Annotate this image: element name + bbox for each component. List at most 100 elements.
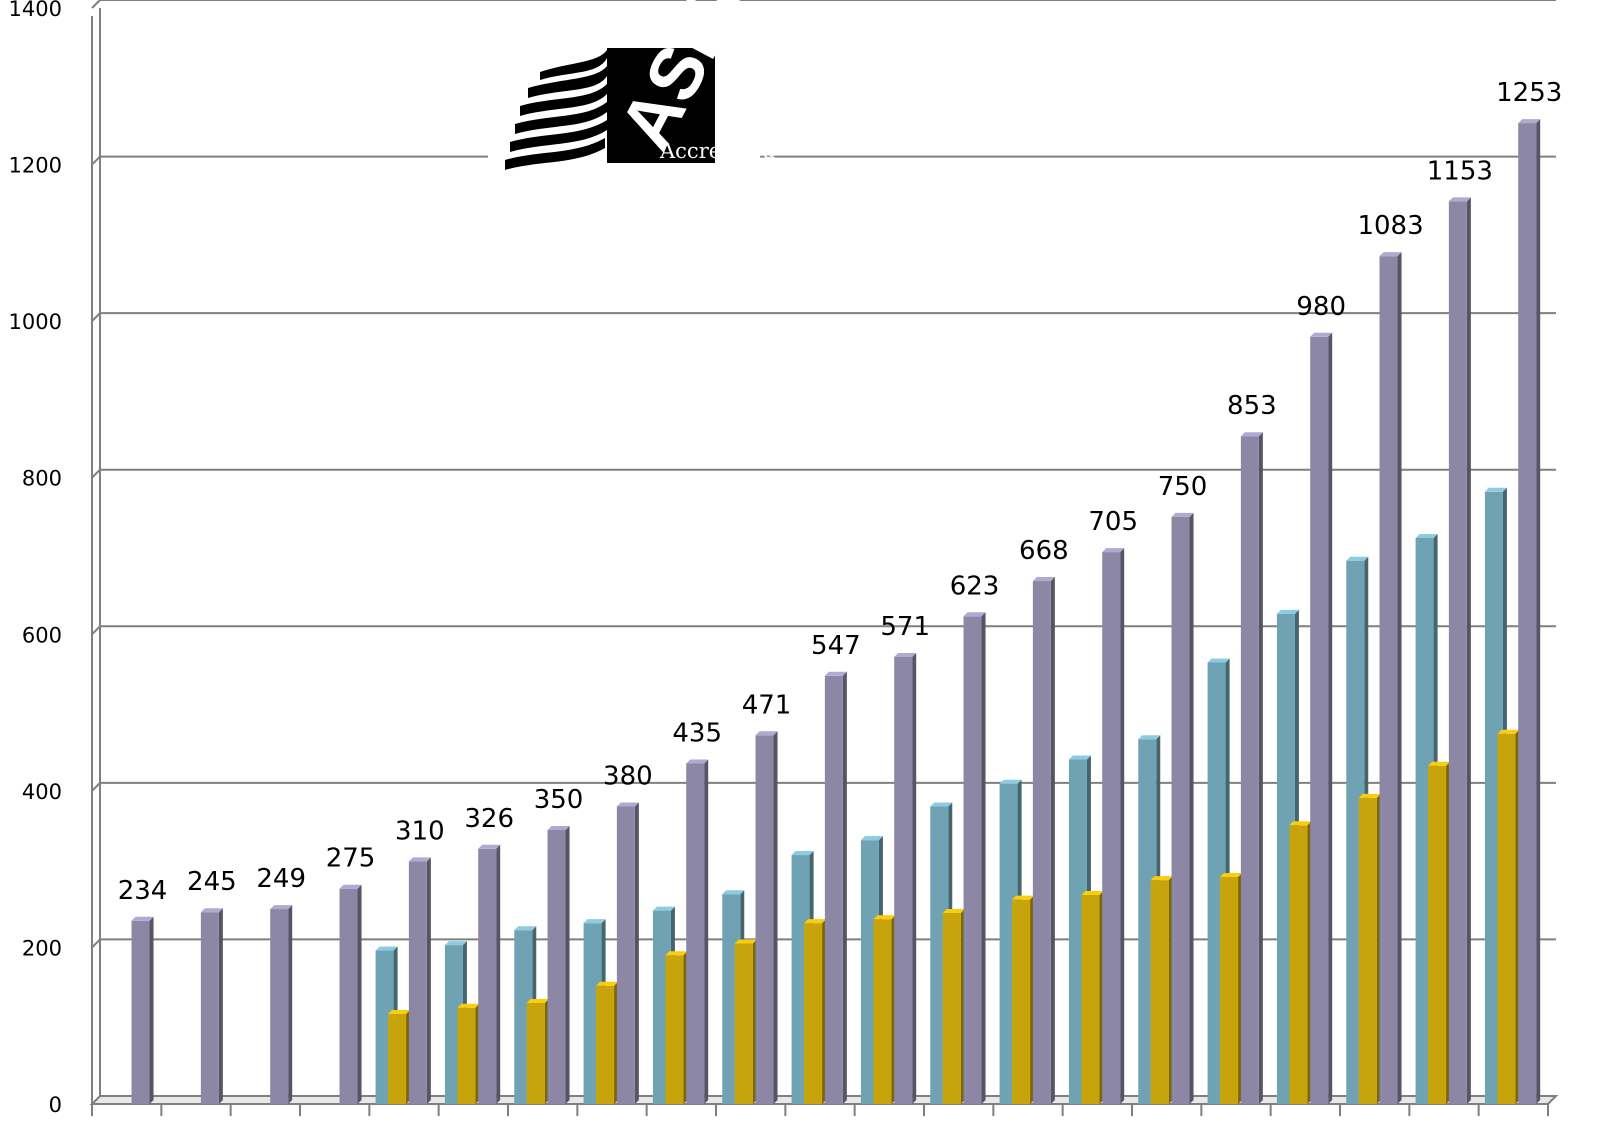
bar-front <box>1220 876 1239 1104</box>
bar-top <box>1081 890 1104 895</box>
bar <box>1012 895 1035 1104</box>
bar-top <box>755 731 778 736</box>
bar-front <box>457 1007 476 1104</box>
bar-front <box>339 888 358 1104</box>
bar-top <box>894 652 917 657</box>
gridline-perspective <box>91 469 101 479</box>
bar-front <box>616 806 635 1104</box>
bar-side <box>288 905 293 1104</box>
bar-top <box>1150 876 1173 881</box>
bar-top <box>444 941 467 946</box>
bar <box>1289 821 1312 1104</box>
bar-top <box>526 999 549 1004</box>
gridline-perspective <box>91 625 101 635</box>
bar-front <box>1497 733 1516 1104</box>
gridline-perspective <box>91 938 101 949</box>
bar-top <box>1379 252 1402 257</box>
bar <box>1240 432 1263 1104</box>
data-label: 245 <box>187 867 237 897</box>
bar-front <box>596 985 615 1104</box>
bar-front <box>804 923 823 1104</box>
bar-front <box>1428 765 1447 1104</box>
bar-side <box>1466 197 1471 1104</box>
data-label: 326 <box>464 804 514 834</box>
bar-top <box>1068 755 1091 760</box>
bar-front <box>131 920 150 1104</box>
bar-top <box>1207 658 1230 663</box>
bar-side <box>218 908 223 1104</box>
bar-top <box>804 919 827 924</box>
bar-front <box>200 912 219 1104</box>
bar-side <box>149 916 154 1104</box>
bar-top <box>547 826 570 830</box>
bar-front <box>1032 581 1051 1104</box>
bar-side <box>1120 548 1125 1104</box>
bar-side <box>426 857 431 1104</box>
y-tick-label: 1000 <box>9 310 62 334</box>
bar-front <box>388 1013 407 1104</box>
bar <box>665 951 688 1104</box>
bar <box>1081 890 1104 1104</box>
bar-top <box>388 1009 411 1014</box>
bars <box>131 119 1541 1104</box>
y-tick-label: 600 <box>22 623 62 647</box>
bar-top <box>1289 821 1312 826</box>
bar <box>1032 577 1055 1104</box>
bar <box>596 981 619 1104</box>
data-label: 310 <box>395 816 445 846</box>
bar <box>824 671 847 1104</box>
bar-front <box>942 912 961 1104</box>
bar-top <box>873 915 896 920</box>
y-tick-label: 400 <box>22 780 62 804</box>
bar <box>734 939 757 1104</box>
bar <box>1448 197 1471 1104</box>
bar <box>131 916 154 1104</box>
data-label: 571 <box>880 612 930 642</box>
bar-front <box>270 909 289 1104</box>
bar-front <box>824 675 843 1104</box>
bar-front <box>1240 436 1259 1104</box>
bar-front <box>894 656 913 1104</box>
bar-front <box>1448 201 1467 1104</box>
data-label: 705 <box>1088 507 1138 537</box>
data-label: 471 <box>742 690 792 720</box>
bar-top <box>1358 793 1381 798</box>
bar-top <box>1138 735 1161 740</box>
bar-top <box>1032 577 1055 582</box>
bar-top <box>963 612 986 617</box>
bar <box>755 731 778 1104</box>
bar-top <box>1415 533 1438 538</box>
bar-front <box>1310 336 1329 1104</box>
bar-side <box>1189 512 1194 1104</box>
bar <box>1428 761 1451 1104</box>
data-label: 1153 <box>1427 156 1493 186</box>
y-tick-label: 200 <box>22 936 62 960</box>
bar-top <box>1428 761 1451 766</box>
data-label: 980 <box>1296 292 1346 322</box>
gridlines <box>91 0 1556 949</box>
bar-front <box>755 735 774 1104</box>
bar-top <box>1346 556 1369 561</box>
bar-top <box>1448 197 1471 202</box>
data-labels: 234 245 249 275 310 326 350 380 435 471 547 571 623 6… <box>118 78 1563 906</box>
bar <box>873 915 896 1104</box>
bar <box>547 826 570 1104</box>
bar <box>1310 332 1333 1104</box>
data-label: 547 <box>811 631 861 661</box>
bar-top <box>1220 872 1243 877</box>
bar-top <box>1171 512 1194 517</box>
y-tick-label: 1400 <box>9 0 62 21</box>
data-label: 1083 <box>1357 211 1423 241</box>
bar-front <box>1358 797 1377 1104</box>
bar-front <box>547 830 566 1104</box>
data-label: 249 <box>256 864 306 894</box>
bar-top <box>270 905 293 910</box>
bar-front <box>1379 256 1398 1104</box>
bar-top <box>200 908 223 913</box>
data-label: 234 <box>118 876 168 906</box>
bar <box>1220 872 1243 1104</box>
bar-top <box>1240 432 1263 437</box>
bar-front <box>734 943 753 1104</box>
bar <box>1518 119 1541 1104</box>
